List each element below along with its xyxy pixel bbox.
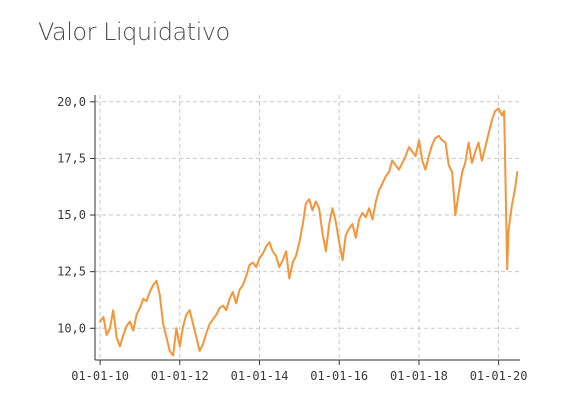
x-tick-label: 01-01-20 [470,369,528,383]
grid-lines [95,95,520,360]
x-tick-label: 01-01-12 [151,369,209,383]
y-tick-label: 15,0 [57,208,86,222]
y-tick-label: 10,0 [57,321,86,335]
x-tick-label: 01-01-16 [310,369,368,383]
y-tick-label: 17,5 [57,151,86,165]
y-axis-ticks: 10,0 12,5 15,0 17,5 20,0 [57,95,95,335]
series-line [99,107,519,357]
axes [94,95,520,361]
y-tick-label: 20,0 [57,95,86,109]
y-tick-label: 12,5 [57,265,86,279]
x-tick-label: 01-01-14 [231,369,289,383]
x-tick-label: 01-01-18 [390,369,448,383]
series-group [99,107,519,357]
x-tick-label: 01-01-10 [71,369,129,383]
x-axis-ticks: 01-01-10 01-01-12 01-01-14 01-01-16 01-01-18… [71,360,528,383]
chart-title: Valor Liquidativo [38,18,230,46]
